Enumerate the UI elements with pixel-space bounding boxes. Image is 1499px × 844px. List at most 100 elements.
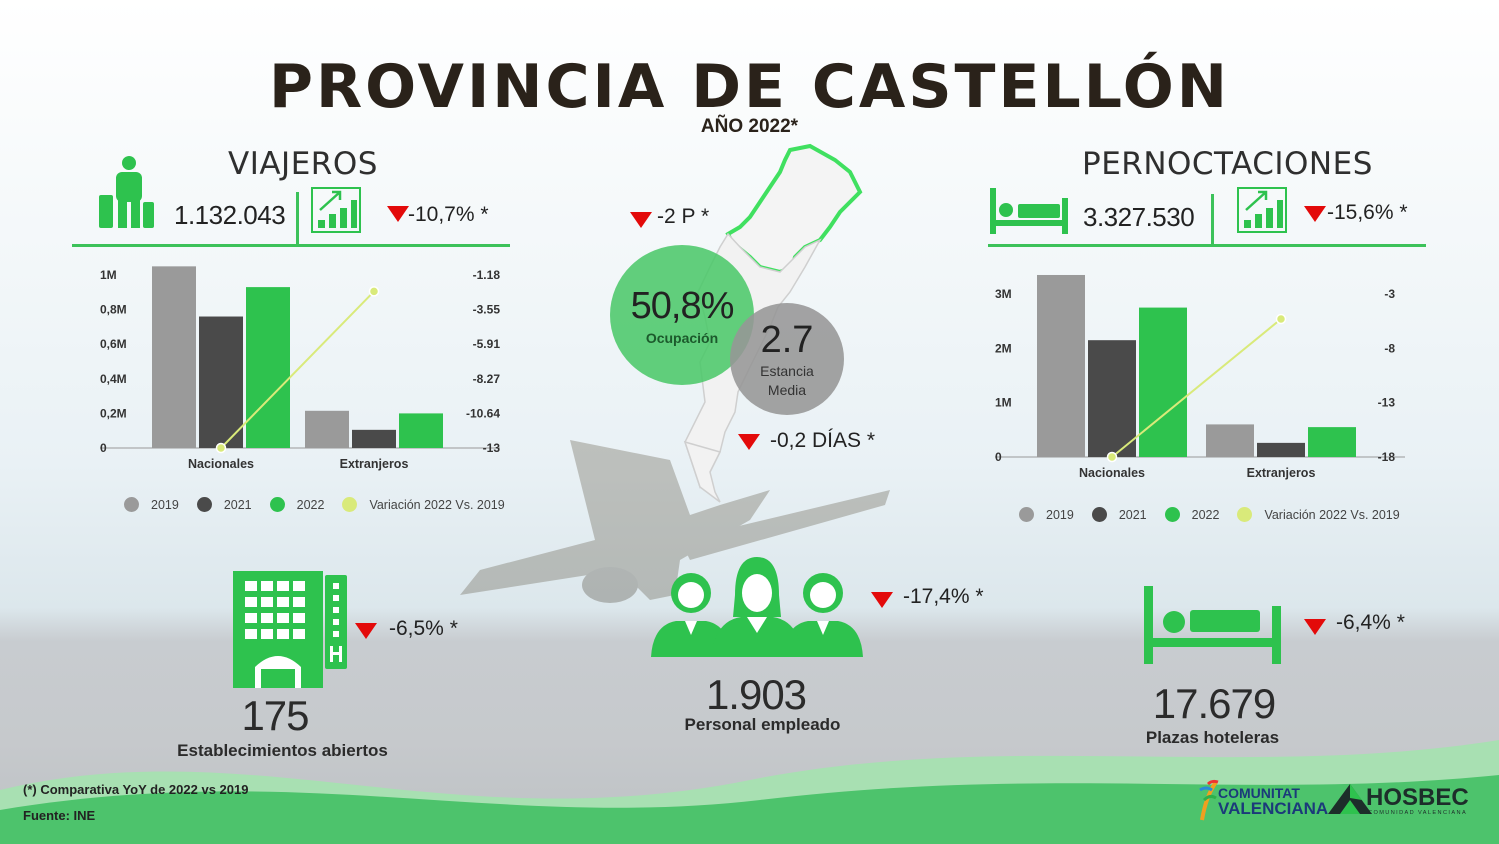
legend-label-variation: Variación 2022 Vs. 2019 xyxy=(369,497,505,512)
left-tick-label: 0,6M xyxy=(100,337,127,351)
down-arrow-icon xyxy=(1304,206,1326,222)
footnote: (*) Comparativa YoY de 2022 vs 2019 Fuen… xyxy=(23,777,248,829)
beds-value: 17.679 xyxy=(1152,680,1276,727)
right-tick-label: -18 xyxy=(1378,450,1396,464)
stay-variation: -0,2 DÍAS * xyxy=(770,429,876,452)
background-airplane xyxy=(460,440,890,603)
category-label: Extranjeros xyxy=(1247,466,1316,480)
viajeros-total: 1.132.043 xyxy=(174,200,286,230)
stay-circle: 2.7 Estancia Media xyxy=(730,303,844,415)
staff-people-icon xyxy=(651,557,863,657)
right-tick-label: -1.18 xyxy=(473,268,501,282)
legend-swatch-variation xyxy=(1237,507,1253,522)
bar-2021-extranjeros xyxy=(352,429,396,448)
staff-variation: -17,4% * xyxy=(903,585,984,608)
growth-chart-icon xyxy=(311,187,361,233)
down-arrow-icon xyxy=(1304,619,1326,635)
pernoctaciones-variation: -15,6% * xyxy=(1327,201,1408,224)
background-green-wave xyxy=(0,740,1499,844)
down-arrow-icon xyxy=(871,592,893,608)
establishments-value: 175 xyxy=(241,692,309,739)
left-tick-label: 0,4M xyxy=(100,372,127,386)
down-arrow-icon xyxy=(630,212,652,228)
legend-swatch-2019 xyxy=(124,497,139,512)
bed-icon xyxy=(1144,586,1281,664)
legend-swatch-2021 xyxy=(196,497,212,512)
viajeros-chart: 1M 0,8M 0,6M 0,4M 0,2M 0 -1.18 -3.55 -5.91 -8.27 -… xyxy=(100,266,501,471)
bar-2019-nacionales xyxy=(1037,274,1085,457)
right-tick-label: -13 xyxy=(1378,396,1396,410)
legend-label-variation: Variación 2022 Vs. 2019 xyxy=(1264,507,1400,522)
bar-2021-extranjeros xyxy=(1257,442,1305,457)
left-tick-label: 0,8M xyxy=(100,303,127,317)
legend-label-2019: 2019 xyxy=(151,497,179,512)
viajeros-variation: -10,7% * xyxy=(408,203,489,226)
occupancy-value: 50,8% xyxy=(630,284,735,327)
divider xyxy=(1211,194,1214,244)
variation-point xyxy=(1106,451,1118,463)
stay-label: Estancia Media xyxy=(760,362,814,398)
left-tick-label: 3M xyxy=(995,287,1012,301)
category-label: Nacionales xyxy=(188,457,254,471)
cv-line2: VALENCIANA xyxy=(1218,799,1329,818)
section-underline xyxy=(988,244,1426,247)
variation-line xyxy=(220,290,375,449)
pernoctaciones-heading: PERNOCTACIONES xyxy=(1082,146,1373,182)
footnote-comparison: (*) Comparativa YoY de 2022 vs 2019 xyxy=(23,782,249,797)
right-tick-label: -13 xyxy=(483,441,501,455)
legend-label-2021: 2021 xyxy=(1118,507,1147,522)
bar-2022-nacionales xyxy=(1139,307,1187,457)
pernoctaciones-chart: 3M 2M 1M 0 -3 -8 -13 -18 Nacionales Extranjeros xyxy=(995,274,1405,480)
divider xyxy=(296,192,299,244)
staff-label: Personal empleado xyxy=(684,715,841,734)
legend-swatch-variation xyxy=(342,497,358,512)
establishments-variation: -6,5% * xyxy=(389,617,458,640)
legend-swatch-2022 xyxy=(1164,507,1180,522)
cv-line1: COMUNITAT xyxy=(1218,785,1300,801)
pernoctaciones-legend: 2019 2021 2022 Variación 2022 Vs. 2019 xyxy=(1019,507,1418,522)
page-title: PROVINCIA DE CASTELLÓN xyxy=(268,52,1231,122)
variation-point xyxy=(1275,313,1287,325)
bar-2022-extranjeros xyxy=(1308,427,1356,457)
category-label: Nacionales xyxy=(1079,466,1145,480)
down-arrow-icon xyxy=(738,434,760,450)
comunitat-valenciana-logo xyxy=(1199,779,1219,821)
legend-label-2022: 2022 xyxy=(296,497,325,512)
beds-label: Plazas hoteleras xyxy=(1145,728,1280,747)
comunitat-valenciana-wordmark: COMUNITAT VALENCIANA xyxy=(1218,786,1328,818)
category-label: Extranjeros xyxy=(340,457,409,471)
right-tick-label: -8.27 xyxy=(473,372,501,386)
bar-2019-nacionales xyxy=(152,266,196,448)
right-tick-label: -10.64 xyxy=(466,406,500,420)
viajeros-legend: 2019 2021 2022 Variación 2022 Vs. 2019 xyxy=(124,497,523,512)
down-arrow-icon xyxy=(355,623,377,639)
legend-swatch-2019 xyxy=(1019,507,1034,522)
establishments-label: Establecimientos abiertos xyxy=(177,741,388,760)
stay-value: 2.7 xyxy=(760,318,814,361)
legend-label-2019: 2019 xyxy=(1046,507,1074,522)
left-tick-label: 0,2M xyxy=(100,406,127,420)
bar-2022-extranjeros xyxy=(399,413,443,448)
left-tick-label: 1M xyxy=(995,396,1012,410)
viajeros-heading: VIAJEROS xyxy=(228,146,378,182)
down-arrow-icon xyxy=(387,206,409,222)
page-subtitle: AÑO 2022* xyxy=(700,116,799,137)
hosbec-wordmark: HOSBEC xyxy=(1366,784,1469,811)
legend-swatch-2022 xyxy=(269,497,285,512)
bed-icon xyxy=(990,188,1068,234)
variation-point xyxy=(215,442,227,454)
footnote-source: Fuente: INE xyxy=(23,808,96,823)
right-tick-label: -8 xyxy=(1384,341,1395,355)
left-tick-label: 0 xyxy=(100,441,107,455)
right-tick-label: -3.55 xyxy=(473,303,501,317)
bar-2021-nacionales xyxy=(1088,340,1136,457)
traveler-icon xyxy=(99,156,154,228)
legend-swatch-2021 xyxy=(1091,507,1107,522)
legend-label-2021: 2021 xyxy=(223,497,252,512)
variation-point xyxy=(368,286,380,297)
bar-2021-nacionales xyxy=(199,316,243,448)
hosbec-subtitle: COMUNIDAD VALENCIANA xyxy=(1368,810,1468,816)
pernoctaciones-total: 3.327.530 xyxy=(1083,202,1195,232)
left-tick-label: 0 xyxy=(995,450,1002,464)
bar-2019-extranjeros xyxy=(305,410,349,448)
